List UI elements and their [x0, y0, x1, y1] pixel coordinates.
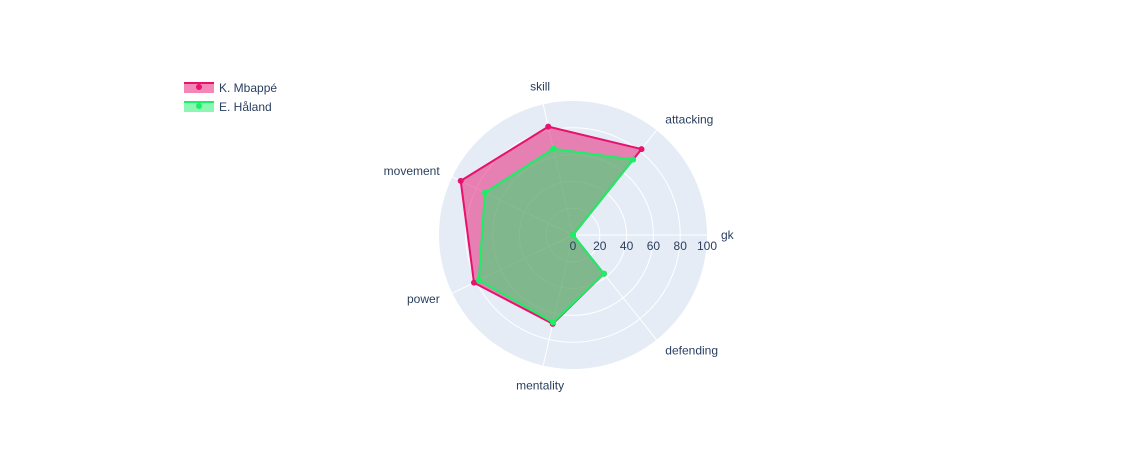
legend-marker — [196, 103, 202, 109]
category-label-defending: defending — [665, 344, 718, 358]
category-label-movement: movement — [384, 164, 441, 178]
data-point-2-attacking[interactable] — [630, 156, 637, 163]
data-point-1-skill[interactable] — [545, 123, 552, 130]
series-fill-2 — [478, 148, 634, 323]
data-point-2-power[interactable] — [475, 277, 482, 284]
data-point-2-mentality[interactable] — [550, 319, 557, 326]
data-point-2-gk[interactable] — [570, 232, 576, 238]
legend-item-2[interactable]: E. Håland — [184, 100, 272, 114]
category-label-power: power — [407, 292, 440, 306]
category-labels: gk attacking skill movement power mentality de… — [384, 80, 735, 393]
series-line-2 — [477, 147, 635, 324]
data-point-2-skill[interactable] — [550, 145, 557, 152]
category-label-gk: gk — [721, 228, 735, 242]
data-point-2-movement[interactable] — [481, 189, 488, 196]
legend-label: E. Håland — [219, 100, 272, 114]
category-label-attacking: attacking — [665, 112, 713, 126]
radial-tick-40: 40 — [620, 239, 634, 253]
legend-label: K. Mbappé — [219, 81, 277, 95]
radial-tick-100: 100 — [697, 239, 717, 253]
radial-tick-20: 20 — [593, 239, 607, 253]
data-point-1-movement[interactable] — [457, 177, 464, 184]
radial-tick-80: 80 — [674, 239, 688, 253]
category-label-skill: skill — [530, 80, 550, 94]
legend-marker — [196, 84, 202, 90]
radial-ticks: 0 20 40 60 80 100 — [570, 239, 718, 253]
legend-item-1[interactable]: K. Mbappé — [184, 81, 277, 95]
series-2 — [475, 145, 637, 326]
data-point-1-power[interactable] — [471, 279, 478, 286]
data-point-2-defending[interactable] — [600, 270, 607, 277]
series-layer — [457, 123, 645, 327]
radial-tick-0: 0 — [570, 239, 577, 253]
legend[interactable]: K. Mbappé E. Håland — [184, 81, 277, 114]
category-label-mentality: mentality — [516, 378, 564, 392]
data-point-1-attacking[interactable] — [638, 146, 645, 153]
radial-tick-60: 60 — [647, 239, 661, 253]
